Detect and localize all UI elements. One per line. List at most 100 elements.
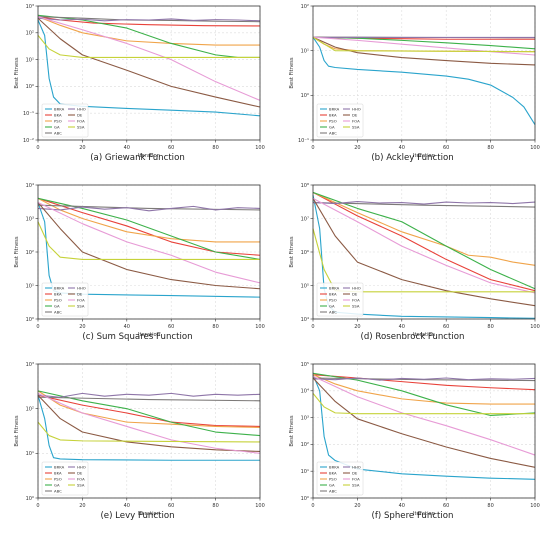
series-line-de [312, 198, 536, 307]
x-tick-label: 100 [530, 145, 540, 151]
y-axis-label: Best Fitness [289, 236, 295, 267]
x-tick-label: 0 [36, 145, 39, 151]
y-tick-label: 10⁰ [26, 496, 34, 502]
x-tick-label: 40 [124, 324, 130, 330]
y-axis-label: Best Fitness [14, 236, 20, 267]
series-line-pso [312, 191, 536, 266]
y-tick-label: 10² [26, 406, 34, 412]
series-line-pso [312, 374, 535, 405]
legend-label-de: DE [352, 471, 358, 476]
legend-label-abc: ABC [329, 489, 337, 494]
chart-panel-4: 0 20 40 60 80 100 10⁴ 10⁵ 10⁶ 10⁷ 10⁸ Iteration Best… [275, 179, 550, 358]
y-axis-label: Best Fitness [289, 57, 295, 88]
chart-panel-2: 0 20 40 60 80 100 10⁻¹ 10⁰ 10¹ 10² Iteration Best F… [275, 0, 550, 179]
legend-label-foa: FOA [352, 119, 360, 124]
legend-label-bka: BKA [54, 113, 62, 118]
x-tick-label: 40 [399, 503, 405, 509]
series-line-ssa [312, 36, 536, 53]
y-tick-label: 10² [301, 442, 309, 448]
legend-label-abc: ABC [54, 310, 62, 315]
legend-box [316, 282, 364, 317]
y-tick-label: 10⁰ [301, 93, 309, 99]
chart-2: 0 20 40 60 80 100 10⁻¹ 10⁰ 10¹ 10² Iteration Best F… [289, 4, 540, 159]
x-tick-label: 100 [530, 503, 540, 509]
x-tick-label: 80 [487, 324, 493, 330]
x-tick-label: 20 [79, 503, 85, 509]
y-tick-label: 10⁵ [301, 362, 309, 368]
chart-caption: (e) Levy Function [100, 511, 175, 521]
x-axis-label: Iteration [138, 332, 160, 338]
series-line-hho [37, 205, 261, 212]
legend-label-hho: HHO [77, 465, 86, 470]
chart-caption: (b) Ackley Function [371, 153, 454, 163]
x-tick-label: 100 [255, 324, 265, 330]
x-tick-label: 100 [255, 145, 265, 151]
x-tick-label: 40 [399, 145, 405, 151]
legend-box [316, 461, 364, 496]
y-tick-label: 10³ [26, 216, 34, 222]
x-tick-label: 0 [311, 324, 314, 330]
series-line-foa [312, 36, 536, 56]
x-axis-label: Iteration [413, 153, 435, 159]
legend-label-ssa: SSA [352, 304, 360, 309]
legend-label-de: DE [77, 471, 83, 476]
legend-label-ga: GA [329, 483, 335, 488]
legend-label-abc: ABC [54, 489, 62, 494]
legend-label-bka: BKA [54, 471, 62, 476]
y-tick-label: 10⁰ [26, 317, 34, 323]
legend-label-pso: PSO [329, 477, 337, 482]
legend-label-ga: GA [54, 304, 60, 309]
y-tick-label: 10² [26, 250, 34, 256]
series-line-abc [312, 201, 536, 208]
series-line-ga [37, 390, 261, 437]
series-line-de [37, 17, 261, 108]
legend-label-ssa: SSA [77, 125, 85, 130]
y-tick-label: 10² [26, 31, 34, 37]
y-tick-label: 10² [301, 4, 309, 10]
series-line-foa [312, 375, 536, 456]
series-line-de [37, 202, 261, 290]
series-line-foa [37, 392, 261, 454]
legend-label-brka: BRKA [329, 107, 340, 112]
legend-label-abc: ABC [329, 131, 337, 136]
y-axis-label: Best Fitness [14, 415, 20, 446]
axes-frame [312, 363, 536, 499]
y-tick-label: 10⁶ [301, 250, 309, 256]
series-line-ga [312, 36, 536, 50]
series-line-de [37, 394, 261, 453]
legend-box [41, 103, 89, 138]
y-tick-label: 10⁻² [23, 138, 34, 144]
y-axis-label: Best Fitness [14, 57, 20, 88]
series-line-foa [312, 197, 536, 294]
chart-3: 0 20 40 60 80 100 10⁰ 10¹ 10² 10³ 10⁴ Iteration Best… [14, 183, 265, 338]
legend-label-brka: BRKA [54, 286, 65, 291]
x-tick-label: 80 [212, 145, 218, 151]
chart-caption: (d) Rosenbrock Function [360, 332, 465, 342]
series-line-hho [37, 17, 261, 22]
y-tick-label: 10⁰ [26, 84, 34, 90]
x-tick-label: 0 [311, 503, 314, 509]
y-tick-label: 10³ [26, 362, 34, 368]
legend-label-pso: PSO [54, 119, 62, 124]
y-tick-label: 10¹ [301, 469, 309, 475]
x-tick-label: 40 [124, 503, 130, 509]
x-tick-label: 20 [354, 324, 360, 330]
legend-label-ssa: SSA [77, 483, 85, 488]
x-tick-label: 80 [487, 145, 493, 151]
x-tick-label: 20 [79, 324, 85, 330]
y-tick-label: 10⁵ [301, 283, 309, 289]
x-tick-label: 0 [36, 503, 39, 509]
chart-caption: (f) Sphere Function [371, 511, 454, 521]
series-line-bka [37, 394, 261, 427]
legend-label-de: DE [77, 292, 83, 297]
legend-label-brka: BRKA [54, 107, 65, 112]
chart-caption: (c) Sum Squares Function [82, 332, 193, 342]
axes-frame [312, 5, 536, 141]
legend-label-pso: PSO [54, 477, 62, 482]
legend-label-bka: BKA [329, 471, 337, 476]
x-tick-label: 40 [124, 145, 130, 151]
legend-label-hho: HHO [77, 107, 86, 112]
axes-frame [37, 5, 261, 141]
